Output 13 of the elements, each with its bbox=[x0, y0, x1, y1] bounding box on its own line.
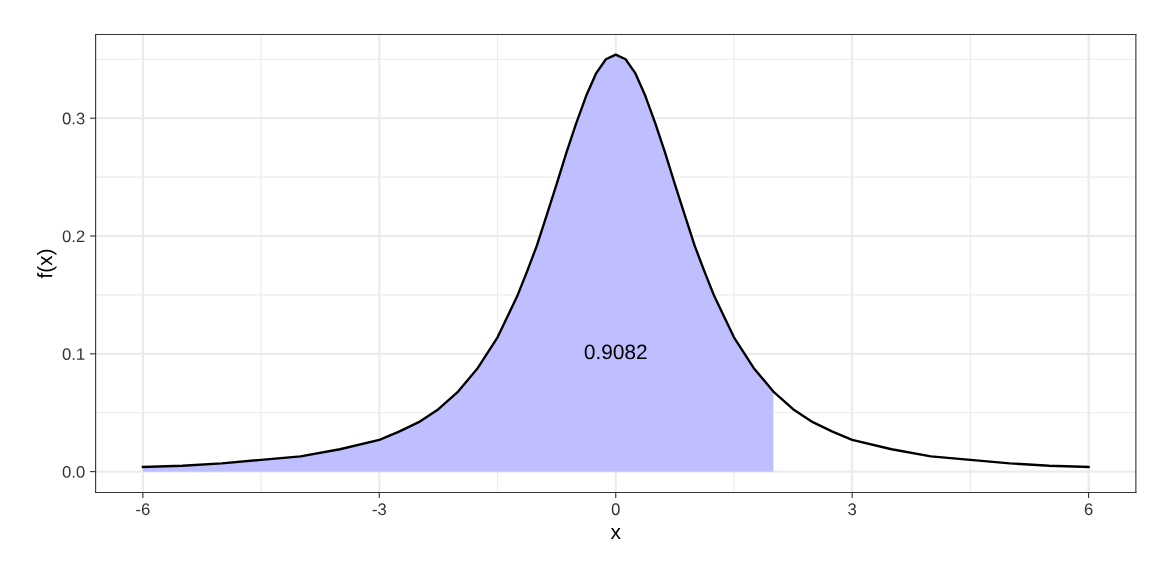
annotation: 0.9082 bbox=[584, 344, 647, 360]
x-tick-label: -6 bbox=[136, 503, 150, 516]
y-axis-title: f(x) bbox=[37, 249, 57, 279]
y-tick-label: 0.3 bbox=[62, 112, 85, 125]
x-tick-label: 6 bbox=[1084, 503, 1093, 516]
y-tick-label: 0.1 bbox=[62, 348, 85, 361]
x-axis-title: x bbox=[610, 528, 621, 540]
y-tick-label: 0.2 bbox=[62, 230, 85, 243]
x-tick-label: 3 bbox=[848, 503, 857, 516]
x-tick-label: 0 bbox=[611, 503, 620, 516]
x-tick-label: -3 bbox=[372, 503, 386, 516]
y-tick-label: 0.0 bbox=[62, 466, 85, 478]
line-series bbox=[141, 53, 1090, 469]
